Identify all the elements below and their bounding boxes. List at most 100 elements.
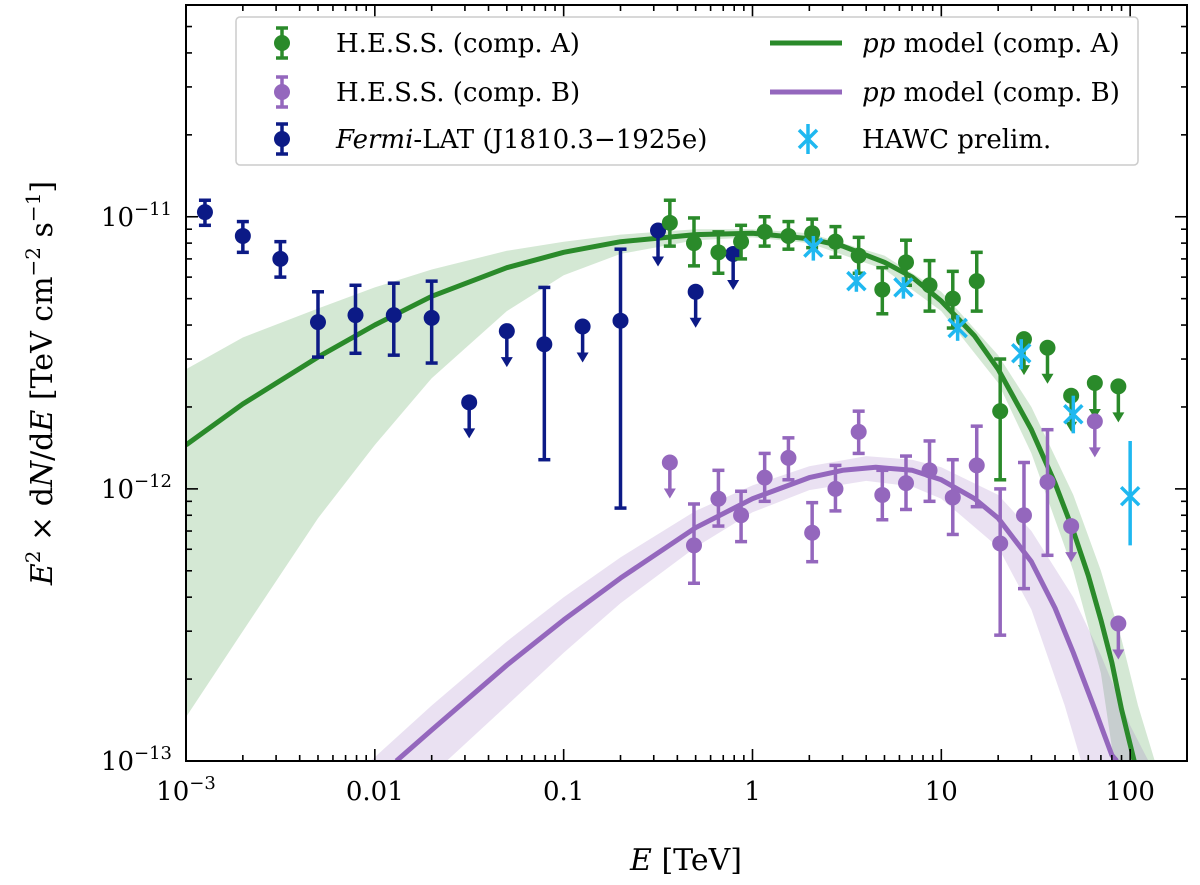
hawc-point — [846, 269, 867, 292]
fermi-marker — [196, 204, 213, 221]
hess-b-ul-arrow — [1088, 447, 1101, 458]
hess-b-marker — [1110, 615, 1127, 632]
hess-b-point — [874, 468, 891, 522]
x-tick-label: 1 — [744, 777, 761, 807]
hess-b-marker — [921, 462, 938, 479]
fermi-ul-arrow — [652, 256, 665, 267]
hess-b-point — [733, 489, 750, 544]
hawc-point — [803, 235, 824, 261]
fermi-point — [234, 219, 251, 255]
legend-item: HAWC prelim. — [797, 124, 1051, 155]
x-tick-label: 100 — [1105, 777, 1155, 807]
x-tick-label: 0.1 — [543, 777, 584, 807]
fermi-point — [461, 394, 478, 439]
hess-b-marker — [1015, 507, 1032, 524]
hess-a-point — [756, 215, 773, 248]
hess-b-point — [685, 502, 702, 585]
hess-b-point — [1063, 518, 1080, 563]
hess-b-point — [944, 457, 961, 537]
x-tick-label: 10 — [925, 777, 958, 807]
fermi-marker — [234, 227, 251, 244]
fermi-point — [196, 198, 213, 228]
hess-a-marker — [1110, 378, 1127, 395]
fermi-point — [272, 239, 289, 279]
x-tick-label: 10−3 — [156, 773, 216, 807]
y-tick-label: 10−12 — [101, 471, 172, 505]
legend-label: H.E.S.S. (comp. A) — [336, 29, 580, 59]
hawc-point — [893, 277, 914, 299]
fermi-marker — [687, 283, 704, 300]
hess-b-marker — [1039, 473, 1056, 490]
hawc-marker — [803, 237, 824, 258]
hess-a-point — [874, 265, 891, 316]
fermi-marker — [650, 222, 667, 239]
fermi-point — [309, 290, 326, 359]
x-axis-label: E [TeV] — [629, 843, 742, 878]
plot-frame — [185, 4, 1188, 762]
legend-label: HAWC prelim. — [862, 125, 1051, 155]
legend-label: pp model (comp. B) — [862, 78, 1120, 108]
fermi-marker — [536, 336, 553, 353]
hawc-marker — [1119, 485, 1141, 507]
hess-b-marker — [992, 535, 1009, 552]
fermi-marker — [347, 307, 364, 324]
fermi-marker — [309, 314, 326, 331]
hess-a-marker — [733, 233, 750, 250]
hess-a-ul-arrow — [1112, 412, 1125, 423]
hess-a-marker — [874, 281, 891, 298]
hess-a-marker — [1086, 374, 1103, 391]
fermi-point — [385, 281, 402, 357]
hess-a-marker — [661, 214, 678, 231]
fermi-marker — [612, 312, 629, 329]
fermi-ul-arrow — [576, 352, 589, 363]
hess-b-marker — [944, 489, 961, 506]
hess-b-marker — [874, 486, 891, 503]
legend-item: pp model (comp. B) — [770, 78, 1120, 108]
hess-b-point — [827, 463, 844, 513]
hess-b-marker — [780, 449, 797, 466]
hess-b-ul-arrow — [1112, 649, 1125, 660]
hess-a-marker — [968, 273, 985, 290]
hess-a-point — [780, 219, 797, 251]
fermi-ul-arrow — [689, 317, 702, 328]
hawc-point — [1011, 339, 1032, 370]
hawc-point — [1119, 440, 1141, 546]
x-tick-label: 0.01 — [346, 777, 404, 807]
y-axis-label: E2 × dN/dE [TeV cm−2 s−1] — [21, 181, 60, 586]
y-tick-label: 10−11 — [101, 199, 172, 233]
hess-a-point — [827, 224, 844, 259]
hess-a-marker — [827, 233, 844, 250]
hess-a-point — [1110, 378, 1127, 423]
hess-a-point — [850, 235, 867, 275]
fermi-ul-arrow — [500, 357, 513, 368]
tick-labels: 10−3 0.01 0.1 1 10 100 10−13 10−12 10−11 — [101, 199, 1155, 807]
hess-b-marker — [827, 480, 844, 497]
fermi-point — [612, 247, 629, 510]
legend-label: pp model (comp. A) — [862, 29, 1120, 59]
legend-marker — [274, 84, 290, 100]
fermi-point — [650, 222, 667, 267]
hess-b-point — [1110, 615, 1127, 660]
legend-marker — [274, 131, 290, 147]
hawc-marker — [846, 270, 867, 292]
hawc-point — [947, 315, 968, 341]
hawc-marker — [1063, 404, 1084, 425]
hess-b-point — [850, 409, 867, 456]
legend-box — [235, 16, 1139, 166]
hess-a-ul-arrow — [1041, 373, 1054, 384]
hess-b-point — [756, 451, 773, 504]
hess-a-point — [685, 216, 702, 268]
hess-b-marker — [968, 457, 985, 474]
legend-marker — [274, 35, 290, 51]
hess-b-marker — [661, 454, 678, 471]
fermi-point — [687, 283, 704, 328]
hess-a-marker — [850, 247, 867, 264]
hess-a-point — [733, 223, 750, 261]
hess-a-marker — [1063, 387, 1080, 404]
fermi-marker — [385, 307, 402, 324]
legend-marker — [797, 128, 819, 150]
hess-a-point — [921, 258, 938, 313]
hess-a-point — [1039, 339, 1056, 384]
legend-label: H.E.S.S. (comp. B) — [336, 78, 580, 108]
hess-b-marker — [1063, 518, 1080, 535]
